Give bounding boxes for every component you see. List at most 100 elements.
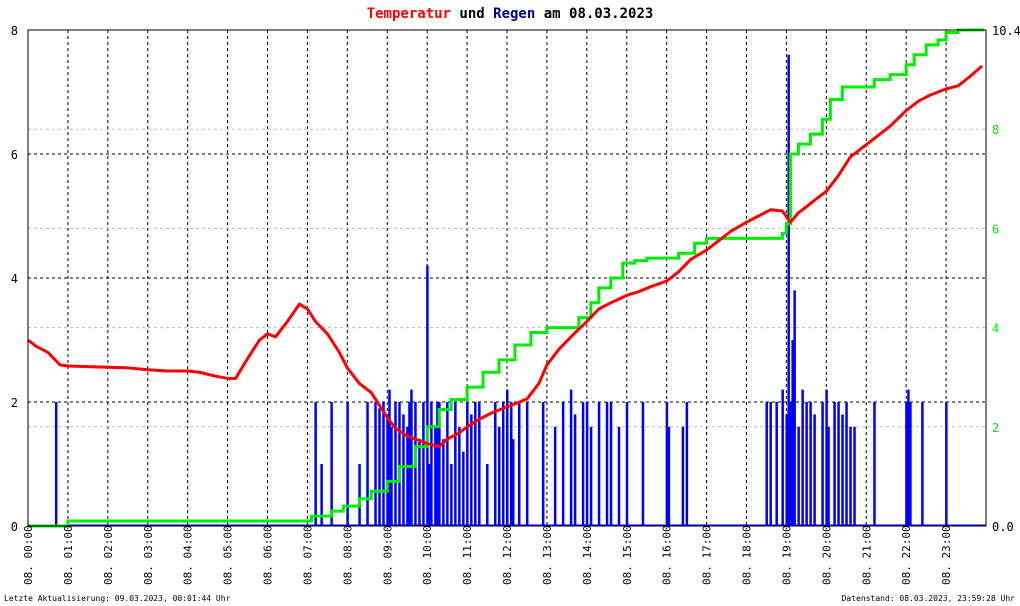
x-tick-label: 08. 10:00 xyxy=(421,525,434,585)
rain-bar xyxy=(462,451,465,526)
rain-bar xyxy=(506,389,509,526)
x-tick-label: 08. 15:00 xyxy=(621,525,634,585)
rain-bar xyxy=(787,54,790,527)
rain-bar xyxy=(394,402,397,526)
rain-bar xyxy=(541,402,545,526)
rain-bar xyxy=(625,402,629,526)
rain-bar xyxy=(486,464,489,526)
left-tick-label: 8 xyxy=(11,24,18,38)
title-regen: Regen xyxy=(493,6,535,22)
rain-bar xyxy=(374,402,377,526)
rain-bar xyxy=(667,426,671,526)
footer-data-status: Datenstand: 08.03.2023, 23:59:28 Uhr xyxy=(842,594,1016,603)
rain-bar xyxy=(446,402,449,526)
rain-bar xyxy=(346,402,349,526)
rain-bar xyxy=(907,389,910,526)
rain-bar xyxy=(837,402,840,526)
rain-bar xyxy=(905,402,908,526)
rain-bar xyxy=(581,402,585,526)
rain-bar xyxy=(873,402,876,526)
rain-bar xyxy=(408,402,411,526)
rain-bar xyxy=(525,402,529,526)
x-tick-label: 08. 02:00 xyxy=(102,525,115,585)
left-tick-label: 4 xyxy=(11,272,18,286)
plot-frame xyxy=(27,29,987,527)
rain-bar xyxy=(785,414,788,526)
left-axis-ticks: 0 2 4 6 8 xyxy=(11,24,18,534)
x-tick-label: 08. 06:00 xyxy=(262,525,275,585)
left-tick-label: 2 xyxy=(11,396,18,410)
rain-cumulative-line xyxy=(28,28,985,528)
rain-bar xyxy=(561,402,565,526)
x-tick-label: 08. 17:00 xyxy=(701,525,714,585)
x-tick-label: 08. 12:00 xyxy=(501,525,514,585)
x-tick-label: 08. 00:00 xyxy=(22,525,35,585)
x-tick-label: 08. 11:00 xyxy=(461,525,474,585)
rain-bar xyxy=(511,439,515,526)
rain-bar xyxy=(398,402,401,526)
rain-bar xyxy=(617,426,621,526)
rain-bar xyxy=(382,402,385,526)
rain-bar xyxy=(418,439,421,526)
title-date: am 08.03.2023 xyxy=(535,6,653,22)
rain-bar xyxy=(474,402,477,526)
x-tick-label: 08. 21:00 xyxy=(860,525,873,585)
x-tick-label: 08. 01:00 xyxy=(62,525,75,585)
rain-bar xyxy=(358,464,361,526)
rain-bar xyxy=(793,290,796,526)
rain-bar xyxy=(388,389,391,526)
x-tick-label: 08. 08:00 xyxy=(341,525,354,585)
rain-bar xyxy=(366,402,369,526)
x-tick-label: 08. 03:00 xyxy=(142,525,155,585)
rain-bar xyxy=(406,426,409,526)
x-tick-label: 08. 22:00 xyxy=(900,525,913,585)
x-tick-label: 08. 04:00 xyxy=(182,525,195,585)
rain-bar xyxy=(801,389,804,526)
rain-bar xyxy=(781,389,784,526)
rain-bar xyxy=(681,426,685,526)
x-tick-label: 08. 20:00 xyxy=(820,525,833,585)
rain-bar xyxy=(430,402,433,526)
rain-bar xyxy=(386,414,389,526)
rain-bar xyxy=(502,402,505,526)
x-tick-label: 08. 19:00 xyxy=(780,525,793,585)
rain-bar xyxy=(402,414,405,526)
title-temperatur: Temperatur xyxy=(367,6,451,22)
rain-bar xyxy=(426,265,429,526)
right-axis-ticks: 0.0 2 4 6 8 10.4 xyxy=(992,24,1020,534)
rain-bar xyxy=(789,402,792,526)
rain-bar xyxy=(827,426,830,526)
rain-bar xyxy=(797,426,800,526)
rain-bar xyxy=(478,402,481,526)
rain-bar xyxy=(422,402,425,526)
rain-bar xyxy=(517,402,521,526)
rain-bar xyxy=(845,402,848,526)
rain-bar xyxy=(641,402,645,526)
rain-bar xyxy=(54,402,58,526)
rain-bar xyxy=(791,340,794,526)
right-tick-label: 8 xyxy=(992,123,999,137)
rain-bar xyxy=(665,402,669,526)
left-tick-label: 0 xyxy=(11,520,18,534)
rain-bar xyxy=(320,464,323,526)
rain-bar xyxy=(589,426,593,526)
rain-bar xyxy=(390,426,393,526)
rain-bar xyxy=(314,402,317,526)
x-tick-label: 08. 18:00 xyxy=(741,525,754,585)
right-tick-label: 6 xyxy=(992,222,999,236)
right-tick-label: 0.0 xyxy=(992,520,1014,534)
temperature-line xyxy=(27,64,983,449)
rain-bar xyxy=(428,464,431,526)
rain-bar xyxy=(853,426,856,526)
rain-bar xyxy=(585,402,589,526)
rain-bar xyxy=(833,402,836,526)
rain-bar xyxy=(553,426,557,526)
rain-bar xyxy=(494,402,497,526)
rain-bar xyxy=(813,414,816,526)
x-tick-label: 08. 05:00 xyxy=(222,525,235,585)
x-tick-label: 08. 07:00 xyxy=(301,525,314,585)
rain-bar xyxy=(434,426,437,526)
x-tick-label: 08. 09:00 xyxy=(381,525,394,585)
x-axis-ticks: 08. 00:00 08. 01:00 08. 02:00 08. 03:00 08. … xyxy=(22,525,953,585)
